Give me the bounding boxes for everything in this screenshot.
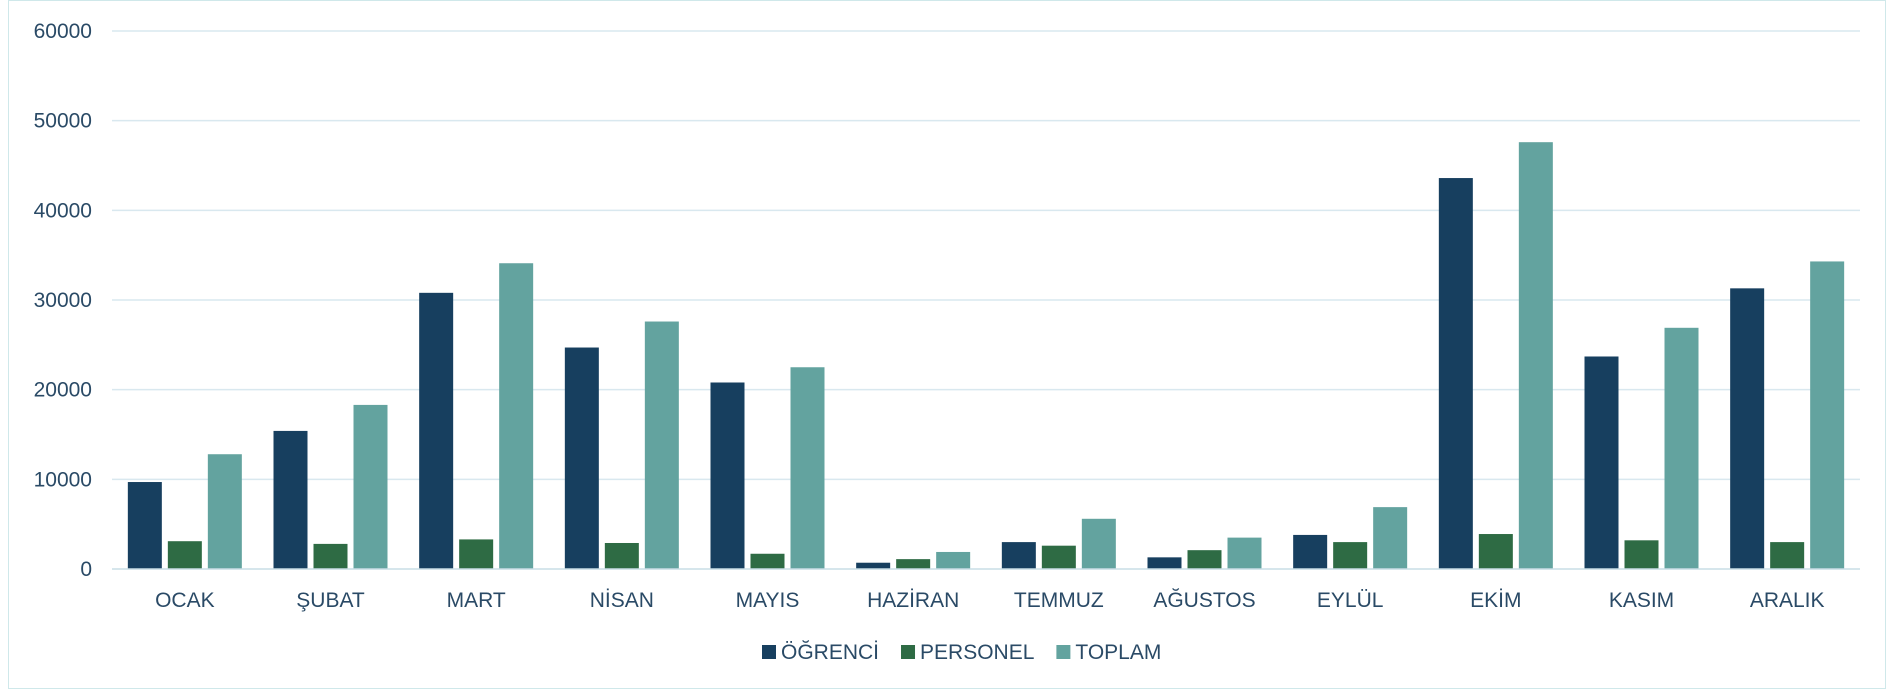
bar-ni̇san-personel	[604, 542, 639, 569]
bar-aralik-personel	[1770, 542, 1805, 569]
bar-aralik-toplam	[1810, 261, 1845, 569]
x-tick-label: ŞUBAT	[296, 589, 365, 612]
bar-mayis-personel	[750, 553, 785, 569]
bar-kasim-personel	[1624, 540, 1659, 569]
y-axis-tick-labels: 0 10000 20000 30000 40000 50000 60000	[34, 20, 92, 581]
bar-şubat-ogrenci	[273, 430, 308, 569]
bar-eki̇m-ogrenci	[1438, 178, 1473, 569]
legend: ÖĞRENCİ PERSONEL TOPLAM	[762, 641, 1161, 664]
bar-ocak-personel	[167, 541, 202, 569]
y-tick-label: 20000	[34, 379, 92, 402]
x-axis-tick-labels: OCAK ŞUBAT MART NİSAN MAYIS HAZİRAN TEMMUZ AĞUS…	[155, 589, 1824, 612]
x-tick-label: KASIM	[1609, 589, 1674, 612]
bar-eki̇m-toplam	[1518, 142, 1553, 570]
legend-label: PERSONEL	[920, 641, 1034, 664]
x-tick-label: MAYIS	[736, 589, 800, 612]
x-tick-label: EKİM	[1470, 589, 1521, 612]
gridlines	[112, 30, 1860, 481]
bar-eki̇m-personel	[1478, 534, 1513, 569]
bar-eylül-personel	[1333, 542, 1368, 569]
bars	[127, 142, 1845, 570]
legend-swatch	[762, 645, 776, 659]
bar-kasim-toplam	[1664, 327, 1699, 569]
x-tick-label: EYLÜL	[1317, 589, 1384, 612]
bar-ağustos-personel	[1187, 550, 1222, 569]
bar-mayis-toplam	[790, 367, 825, 569]
bar-aralik-ogrenci	[1730, 288, 1765, 569]
bar-ağustos-toplam	[1227, 537, 1262, 569]
bar-temmuz-personel	[1041, 545, 1076, 569]
bar-mart-personel	[459, 539, 494, 569]
bar-eylül-toplam	[1373, 507, 1408, 569]
y-tick-label: 0	[80, 558, 92, 581]
bar-ni̇san-ogrenci	[564, 347, 599, 569]
bar-eylül-ogrenci	[1293, 534, 1328, 569]
bar-hazi̇ran-toplam	[936, 551, 971, 569]
y-tick-label: 50000	[34, 110, 92, 133]
x-tick-label: ARALIK	[1750, 589, 1825, 612]
y-tick-label: 60000	[34, 20, 92, 43]
legend-swatch	[1056, 645, 1071, 659]
bar-ocak-ogrenci	[127, 482, 162, 569]
bar-şubat-toplam	[353, 404, 388, 569]
bar-şubat-personel	[313, 543, 348, 569]
y-tick-label: 40000	[34, 199, 92, 222]
bar-temmuz-ogrenci	[1001, 542, 1036, 569]
x-tick-label: OCAK	[155, 589, 215, 612]
chart-frame	[8, 0, 1886, 689]
bar-mayis-ogrenci	[710, 382, 745, 569]
bar-ocak-toplam	[207, 454, 242, 569]
bar-hazi̇ran-ogrenci	[856, 562, 891, 569]
x-tick-label: TEMMUZ	[1014, 589, 1104, 612]
bar-kasim-ogrenci	[1584, 356, 1619, 569]
y-tick-label: 30000	[34, 289, 92, 312]
x-tick-label: AĞUSTOS	[1153, 589, 1255, 612]
bar-mart-toplam	[499, 263, 534, 569]
legend-swatch	[901, 645, 916, 659]
bar-ağustos-ogrenci	[1147, 557, 1182, 569]
x-tick-label: HAZİRAN	[867, 589, 959, 612]
bar-temmuz-toplam	[1081, 518, 1116, 569]
y-tick-label: 10000	[34, 468, 92, 491]
x-tick-label: NİSAN	[590, 589, 654, 612]
legend-label: ÖĞRENCİ	[781, 641, 879, 664]
x-tick-label: MART	[447, 589, 506, 612]
legend-label: TOPLAM	[1075, 641, 1161, 664]
bar-hazi̇ran-personel	[896, 559, 931, 569]
bar-mart-ogrenci	[419, 292, 454, 569]
bar-ni̇san-toplam	[644, 321, 679, 569]
